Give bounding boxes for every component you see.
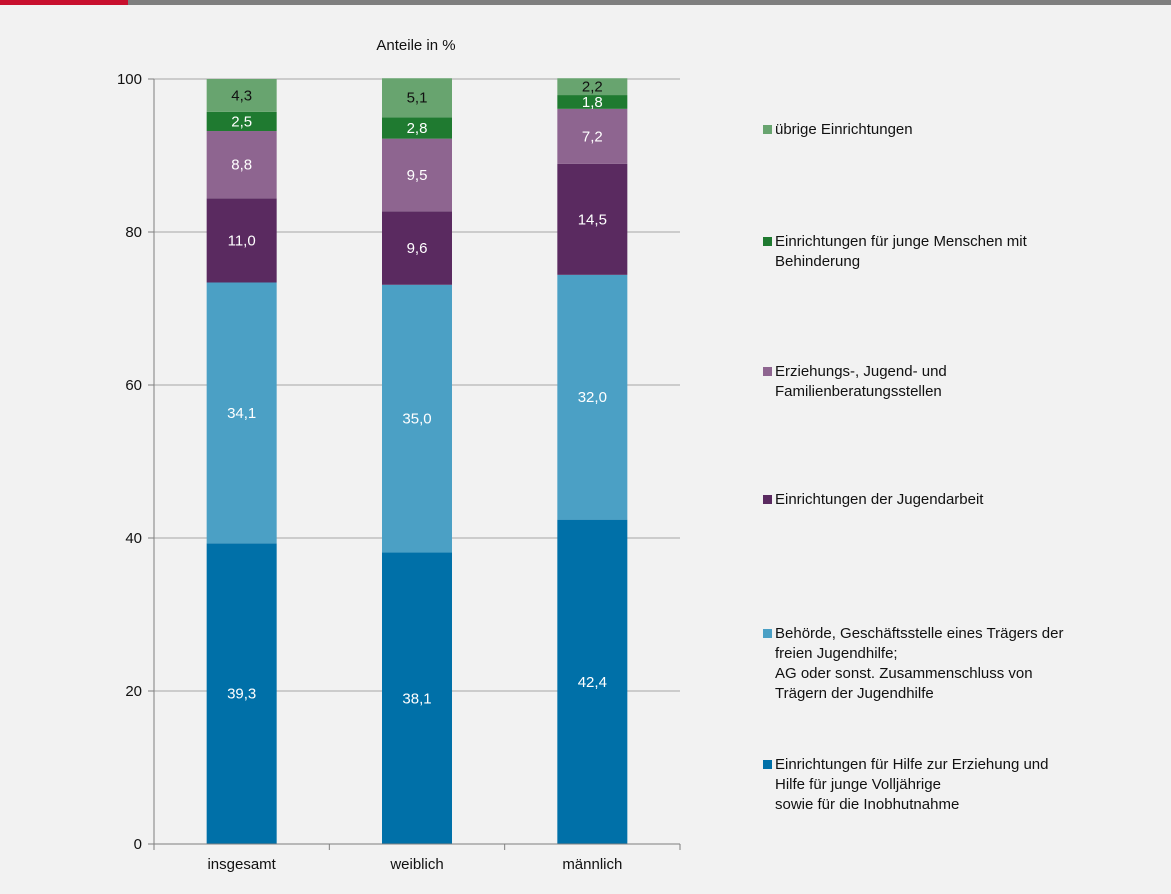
data-label: 11,0 [228,232,256,249]
data-label: 1,8 [582,94,603,111]
legend-item: Einrichtungen der Jugendarbeit [763,490,1163,510]
data-label: 38,1 [402,690,431,707]
legend-label: übrige Einrichtungen [775,121,913,138]
legend-label: Einrichtungen für junge Menschen mit Beh… [775,233,1027,270]
bars: 39,3 34,1 11,0 8,8 2,5 4,3 38,1 35,0 9,6 9,5 2,8 5,… [206,78,628,844]
bar-segment [206,543,277,844]
bar-segment [557,274,628,520]
data-label: 2,2 [582,79,603,96]
y-tick-label: 40 [125,530,142,547]
y-tick-label: 100 [117,71,142,88]
bar-segment [206,198,277,283]
legend-swatch [763,125,772,134]
bar-segment [557,519,628,844]
y-tick-label: 80 [125,224,142,241]
x-tick-label: insgesamt [207,856,276,873]
legend-label: Einrichtungen für Hilfe zur Erziehung un… [775,756,1049,813]
bar-segment [382,138,452,212]
bar-segment [382,117,452,139]
legend-item: Einrichtungen für Hilfe zur Erziehung un… [763,755,1163,815]
data-label: 9,5 [407,167,428,184]
data-label: 34,1 [227,405,256,422]
bar-segment [382,284,452,553]
legend-item: übrige Einrichtungen [763,120,1163,140]
data-label: 7,2 [582,128,603,145]
y-tick-label: 60 [125,377,142,394]
bar-segment [382,552,452,844]
data-label: 14,5 [578,211,607,228]
bar-segment [557,95,628,109]
y-tick-label: 20 [125,683,142,700]
bar-segment [206,282,277,544]
bar-segment [557,108,628,164]
legend-swatch [763,495,772,504]
axes: 0 20 40 60 80 100 insgesamt weiblich männlich [117,71,681,873]
data-label: 9,6 [407,240,428,257]
data-label: 39,3 [227,686,256,703]
x-tick-label: weiblich [389,856,443,873]
data-label: 4,3 [231,87,252,104]
legend-swatch [763,237,772,246]
top-bar-accent [0,0,128,5]
legend: übrige Einrichtungen Einrichtungen für ju… [763,0,1163,894]
data-label: 8,8 [231,157,252,174]
legend-swatch [763,367,772,376]
data-label: 5,1 [407,90,428,107]
legend-item: Einrichtungen für junge Menschen mit Beh… [763,232,1163,272]
legend-swatch [763,629,772,638]
bar-segment [557,163,628,275]
legend-item: Erziehungs-, Jugend- und Familienberatun… [763,362,1163,402]
data-label: 2,8 [407,120,428,137]
bar-segment [206,111,277,132]
data-label: 2,5 [231,113,252,130]
legend-item: Behörde, Geschäftsstelle eines Trägers d… [763,624,1163,704]
legend-swatch [763,760,772,769]
bar-segment [382,211,452,285]
data-label: 35,0 [402,411,431,428]
legend-label: Einrichtungen der Jugendarbeit [775,491,984,508]
data-label: 32,0 [578,389,607,406]
bar-segment [206,79,277,112]
chart-title: Anteile in % [376,37,455,54]
bar-segment [557,78,628,96]
y-tick-label: 0 [134,836,142,853]
top-bar [0,0,1171,5]
x-tick-label: männlich [562,856,622,873]
bar-segment [206,131,277,199]
legend-label: Erziehungs-, Jugend- und Familienberatun… [775,363,947,400]
data-label: 42,4 [578,674,607,691]
legend-label: Behörde, Geschäftsstelle eines Trägers d… [775,625,1064,702]
bar-segment [382,78,452,118]
